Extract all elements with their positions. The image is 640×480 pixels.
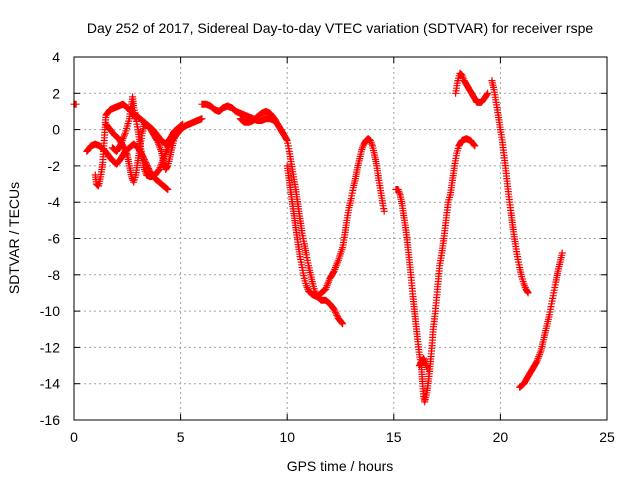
data-point-series bbox=[236, 107, 347, 328]
y-tick-label: -14 bbox=[40, 376, 60, 392]
data-point-series bbox=[108, 93, 180, 173]
grid bbox=[74, 57, 607, 420]
y-axis-label: SDTVAR / TECUs bbox=[6, 182, 22, 294]
x-tick-label: 15 bbox=[386, 429, 402, 445]
data-point-series bbox=[516, 249, 566, 391]
x-tick-label: 5 bbox=[177, 429, 185, 445]
data-point-series bbox=[283, 135, 388, 301]
y-tick-label: -10 bbox=[40, 303, 60, 319]
x-tick-label: 0 bbox=[70, 429, 78, 445]
y-tick-label: -2 bbox=[48, 158, 61, 174]
x-tick-label: 10 bbox=[279, 429, 295, 445]
axis-ticks: 0 5 10 15 20 25 -16 -14 -12 -10 -8 -6 -4 -2 0 2 4 bbox=[40, 49, 615, 445]
x-tick-label: 25 bbox=[599, 429, 615, 445]
y-tick-label: -8 bbox=[48, 267, 61, 283]
x-tick-label: 20 bbox=[493, 429, 509, 445]
data-point-series bbox=[415, 354, 432, 373]
data-point-series bbox=[452, 69, 492, 106]
chart-title: Day 252 of 2017, Sidereal Day-to-day VTE… bbox=[87, 20, 593, 36]
data-point-series bbox=[70, 100, 80, 108]
data-points bbox=[70, 69, 566, 406]
data-point-series bbox=[488, 77, 532, 297]
y-tick-label: 4 bbox=[52, 49, 60, 65]
data-point-series bbox=[91, 100, 206, 190]
y-tick-label: -12 bbox=[40, 339, 60, 355]
y-tick-label: 0 bbox=[52, 122, 60, 138]
plot-frame bbox=[73, 56, 608, 421]
y-tick-label: -16 bbox=[40, 412, 60, 428]
y-tick-label: -4 bbox=[48, 194, 61, 210]
x-axis-label: GPS time / hours bbox=[287, 458, 394, 474]
y-tick-label: 2 bbox=[52, 85, 60, 101]
y-tick-label: -6 bbox=[48, 231, 61, 247]
data-point-series bbox=[392, 135, 479, 406]
